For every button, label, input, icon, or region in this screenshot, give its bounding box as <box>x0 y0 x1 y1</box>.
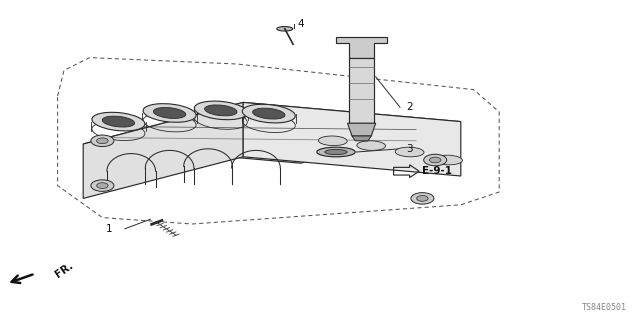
Ellipse shape <box>143 104 196 122</box>
Text: 4: 4 <box>298 19 304 29</box>
Text: 2: 2 <box>406 102 413 112</box>
Circle shape <box>417 196 428 201</box>
Ellipse shape <box>434 155 462 165</box>
Text: 3: 3 <box>406 144 413 154</box>
Polygon shape <box>83 102 243 198</box>
Ellipse shape <box>317 147 355 157</box>
Circle shape <box>424 154 447 166</box>
Circle shape <box>97 138 108 144</box>
Polygon shape <box>83 102 461 163</box>
Polygon shape <box>352 136 371 141</box>
Text: E-9-1: E-9-1 <box>422 166 452 176</box>
Ellipse shape <box>205 105 237 116</box>
Ellipse shape <box>319 136 347 146</box>
Circle shape <box>429 157 441 163</box>
Polygon shape <box>336 37 387 58</box>
Circle shape <box>91 135 114 147</box>
Circle shape <box>411 193 434 204</box>
Ellipse shape <box>277 27 293 31</box>
Circle shape <box>97 183 108 188</box>
Ellipse shape <box>154 108 186 118</box>
Text: FR.: FR. <box>53 261 75 280</box>
Polygon shape <box>348 123 376 136</box>
Ellipse shape <box>243 104 295 123</box>
Ellipse shape <box>325 149 348 155</box>
Polygon shape <box>349 58 374 123</box>
Text: 1: 1 <box>106 224 112 234</box>
Ellipse shape <box>195 101 247 120</box>
Text: TS84E0501: TS84E0501 <box>582 303 627 312</box>
Polygon shape <box>243 102 461 176</box>
Ellipse shape <box>253 108 285 119</box>
Ellipse shape <box>92 112 145 131</box>
Ellipse shape <box>396 147 424 157</box>
Circle shape <box>91 180 114 191</box>
Ellipse shape <box>357 141 385 150</box>
Ellipse shape <box>102 116 134 127</box>
